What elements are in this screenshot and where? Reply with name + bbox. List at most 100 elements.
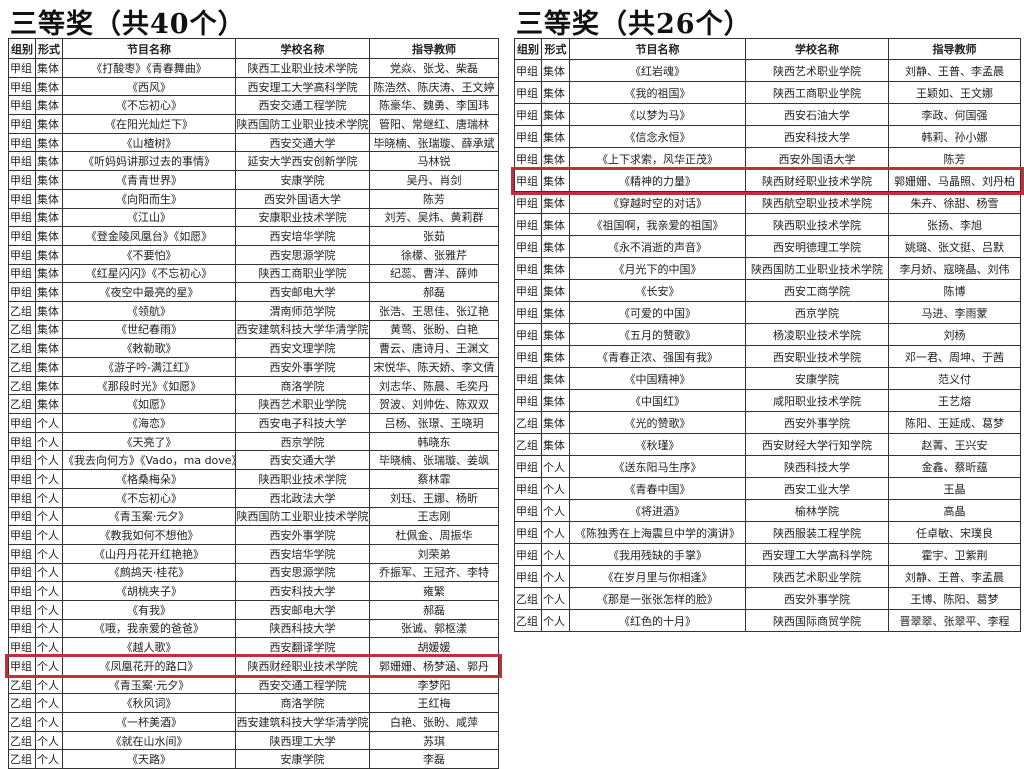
school-cell: 安康学院	[235, 170, 370, 190]
table-row: 甲组 个人 《越人歌》 西安翻译学院 胡媛媛	[8, 637, 499, 657]
table-row: 甲组 集体 《月光下的中国》 陕西国防工业职业技术学院 李月娇、寇晓晶、刘伟	[514, 257, 1021, 280]
school-cell: 西安外事学院	[235, 357, 370, 377]
teacher-cell: 李月娇、寇晓晶、刘伟	[888, 257, 1021, 280]
teacher-cell: 曹云、唐诗月、王渊文	[369, 338, 499, 358]
group-cell: 甲组	[514, 499, 542, 522]
program-cell: 《青青世界》	[62, 170, 236, 190]
program-cell: 《青春正浓、强国有我》	[569, 345, 746, 368]
table-row: 甲组 个人 《格桑梅朵》 陕西职业技术学院 蔡林霏	[8, 469, 499, 489]
program-cell: 《穿越时空的对话》	[569, 191, 746, 214]
form-cell: 个人	[541, 499, 570, 522]
table-row: 甲组 集体 《不要怕》 西安思源学院 徐檬、张雅芹	[8, 244, 499, 265]
form-cell: 个人	[35, 581, 63, 601]
school-cell: 陕西艺术职业学院	[235, 394, 370, 415]
teacher-cell: 姚璐、张文挺、吕默	[888, 235, 1021, 258]
form-cell: 个人	[35, 730, 63, 751]
group-cell: 乙组	[8, 730, 36, 751]
col-header-teacher: 指导教师	[888, 38, 1021, 60]
table-row: 乙组 集体 《世纪春雨》 西安建筑科技大学华清学院 黄莺、张盼、白艳	[8, 319, 499, 340]
teacher-cell: 赵菁、王兴安	[888, 433, 1021, 456]
teacher-cell: 朱卉、徐甜、杨雪	[888, 191, 1021, 214]
group-cell: 甲组	[8, 114, 36, 134]
table-row: 甲组 个人 《海恋》 西安电子科技大学 吕杨、张璟、王晓玥	[8, 413, 499, 433]
group-cell: 乙组	[8, 693, 36, 714]
teacher-cell: 刘静、王普、李孟晨	[888, 59, 1021, 82]
school-cell: 西安交通工程学院	[235, 674, 370, 695]
teacher-cell: 刘志华、陈晨、毛奕丹	[369, 375, 499, 396]
program-cell: 《月光下的中国》	[569, 257, 746, 280]
program-cell: 《送东阳马生序》	[569, 455, 746, 478]
program-cell: 《登金陵凤凰台》《如愿》	[62, 226, 236, 246]
school-cell: 西安思源学院	[235, 562, 370, 583]
program-cell: 《上下求索，风华正茂》	[569, 147, 746, 170]
school-cell: 陕西财经职业技术学院	[235, 656, 370, 676]
col-header-school: 学校名称	[235, 38, 370, 59]
group-cell: 甲组	[514, 565, 542, 588]
group-cell: 乙组	[8, 338, 36, 358]
program-cell: 《鹧鸪天·桂花》	[62, 562, 236, 583]
group-cell: 乙组	[514, 587, 542, 610]
program-cell: 《向阳而生》	[62, 188, 236, 209]
form-cell: 个人	[541, 565, 570, 588]
program-cell: 《在岁月里与你相逢》	[569, 565, 746, 588]
table-row: 甲组 集体 《可爱的中国》 西京学院 马进、李雨蒙	[514, 301, 1021, 324]
table-row: 乙组 集体 《如愿》 陕西艺术职业学院 贺波、刘帅佐、陈双双	[8, 394, 499, 415]
table-row: 乙组 个人 《那是一张张怎样的脸》 西安外事学院 王博、陈阳、葛梦	[514, 587, 1021, 610]
school-cell: 陕西艺术职业学院	[745, 59, 889, 82]
left-section-title: 三等奖（共40个）	[10, 9, 246, 40]
group-cell: 甲组	[8, 170, 36, 190]
table-row: 甲组 个人 《在岁月里与你相逢》 陕西艺术职业学院 刘静、王普、李孟晨	[514, 565, 1021, 588]
table-row: 甲组 集体 《夜空中最亮的星》 西安邮电大学 郝磊	[8, 282, 499, 302]
teacher-cell: 徐檬、张雅芹	[369, 244, 499, 265]
form-cell: 集体	[35, 95, 63, 116]
school-cell: 西安翻译学院	[235, 637, 370, 657]
group-cell: 甲组	[8, 207, 36, 228]
table-row: 甲组 集体 《我的祖国》 陕西工商职业学院 王颖如、王文娜	[514, 81, 1021, 104]
table-row: 甲组 集体 《青青世界》 安康学院 吴丹、肖剑	[8, 170, 499, 190]
program-cell: 《天亮了》	[62, 431, 236, 452]
table-row: 甲组 集体 《打酸枣》《青春舞曲》 陕西工业职业技术学院 党焱、张戈、柴磊	[8, 58, 499, 78]
teacher-cell: 毕晓楠、张瑞璇、薛承斌	[369, 132, 499, 153]
teacher-cell: 马进、李雨蒙	[888, 301, 1021, 324]
program-cell: 《红岩魂》	[569, 59, 746, 82]
form-cell: 集体	[541, 411, 570, 434]
group-cell: 甲组	[514, 257, 542, 280]
table-row: 乙组 集体 《秋瑾》 西安财经大学行知学院 赵菁、王兴安	[514, 433, 1021, 456]
form-cell: 集体	[541, 301, 570, 324]
program-cell: 《世纪春雨》	[62, 319, 236, 340]
program-cell: 《可爱的中国》	[569, 301, 746, 324]
school-cell: 西京学院	[235, 431, 370, 452]
teacher-cell: 晋翠翠、张翠平、李程	[888, 609, 1021, 632]
school-cell: 陕西国防工业职业技术学院	[745, 257, 889, 280]
school-cell: 西安外事学院	[745, 587, 889, 610]
teacher-cell: 刘杨	[888, 323, 1021, 346]
table-row: 甲组 个人 《山丹丹花开红艳艳》 西安培华学院 刘荣弟	[8, 543, 499, 564]
school-cell: 榆林学院	[745, 499, 889, 522]
school-cell: 西安财经大学行知学院	[745, 433, 889, 456]
group-cell: 甲组	[8, 543, 36, 564]
school-cell: 西安建筑科技大学华清学院	[235, 712, 370, 732]
program-cell: 《领航》	[62, 300, 236, 321]
school-cell: 陕西服装工程学院	[745, 521, 889, 544]
school-cell: 西安文理学院	[235, 338, 370, 358]
school-cell: 陕西理工大学	[235, 730, 370, 751]
teacher-cell: 吴丹、肖剑	[369, 170, 499, 190]
teacher-cell: 高晶	[888, 499, 1021, 522]
program-cell: 《海恋》	[62, 413, 236, 433]
form-cell: 个人	[35, 525, 63, 545]
form-cell: 个人	[35, 637, 63, 657]
school-cell: 西京学院	[745, 301, 889, 324]
table-row: 甲组 集体 《精神的力量》 陕西财经职业技术学院 郭姗姗、马晶照、刘丹柏	[514, 169, 1021, 192]
table-row: 甲组 个人 《送东阳马生序》 陕西科技大学 金鑫、蔡昕蕴	[514, 455, 1021, 478]
group-cell: 甲组	[8, 263, 36, 284]
program-cell: 《永不消逝的声音》	[569, 235, 746, 258]
group-cell: 乙组	[8, 319, 36, 340]
table-row: 甲组 集体 《祖国啊，我亲爱的祖国》 陕西职业技术学院 张扬、李旭	[514, 213, 1021, 236]
table-row: 甲组 个人 《鹧鸪天·桂花》 西安思源学院 乔振军、王冠齐、李特	[8, 562, 499, 583]
school-cell: 陕西国防工业职业技术学院	[235, 506, 370, 527]
form-cell: 集体	[35, 375, 63, 396]
teacher-cell: 郝磊	[369, 599, 499, 620]
form-cell: 集体	[541, 81, 570, 104]
group-cell: 甲组	[8, 95, 36, 116]
form-cell: 个人	[35, 618, 63, 639]
